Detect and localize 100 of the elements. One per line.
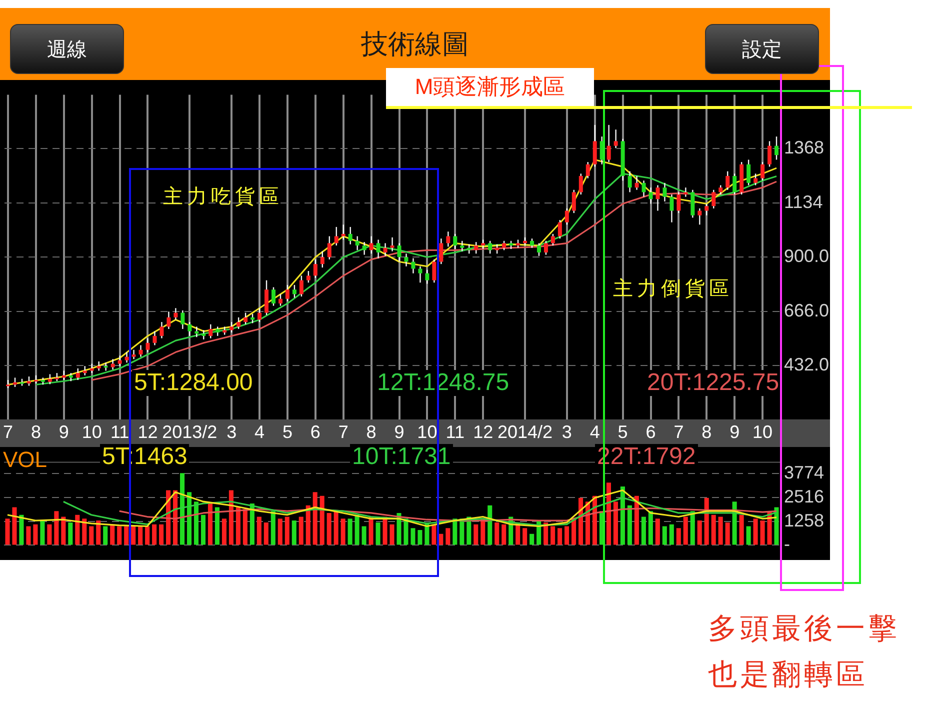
- bar: [410, 528, 416, 545]
- x-tick-label: 2014/2: [497, 422, 553, 442]
- candlestick: [376, 239, 380, 259]
- bar: [47, 524, 52, 545]
- candlestick: [726, 170, 730, 190]
- bar: [362, 526, 366, 545]
- x-tick-label: 10: [752, 422, 773, 442]
- bar: [522, 528, 528, 545]
- candlestick: [348, 226, 352, 245]
- bar: [446, 528, 450, 545]
- candlestick: [704, 203, 709, 216]
- bar: [278, 518, 282, 545]
- candlestick: [642, 180, 646, 198]
- bar: [131, 526, 136, 545]
- candlestick: [362, 241, 366, 256]
- candlestick: [188, 321, 192, 337]
- candlestick: [760, 161, 765, 182]
- bar: [620, 486, 625, 545]
- bar: [75, 514, 80, 545]
- bar: [725, 522, 730, 545]
- bar: [641, 516, 646, 545]
- candlestick: [558, 219, 562, 240]
- bar: [61, 516, 66, 545]
- bar: [33, 524, 38, 545]
- candlestick: [698, 208, 702, 226]
- x-tick-label: 8: [702, 422, 712, 442]
- candlestick: [76, 368, 80, 381]
- x-tick-label: 7: [338, 422, 348, 442]
- candlestick: [104, 362, 108, 372]
- candlestick: [138, 344, 143, 358]
- candlestick: [592, 124, 597, 168]
- candlestick: [208, 324, 213, 339]
- x-tick-label: 6: [646, 422, 656, 442]
- candlestick: [460, 240, 464, 252]
- bar: [334, 511, 338, 545]
- bar: [250, 504, 254, 545]
- bar: [627, 505, 632, 545]
- bar: [550, 526, 556, 545]
- bar: [502, 524, 506, 545]
- candlestick: [258, 308, 262, 323]
- bar: [124, 526, 129, 545]
- candlestick: [404, 253, 408, 267]
- bar: [662, 526, 667, 545]
- candlestick: [397, 242, 402, 262]
- bar: [264, 522, 268, 545]
- text: 20T:1225.75: [645, 369, 782, 396]
- x-tick-label: 10: [417, 422, 438, 442]
- bar: [340, 518, 346, 545]
- bar: [404, 518, 408, 545]
- bar: [544, 522, 548, 545]
- candlestick: [180, 310, 185, 330]
- candlestick: [152, 330, 157, 346]
- x-tick-label: 4: [254, 422, 265, 442]
- bar: [348, 518, 352, 545]
- bar: [208, 504, 213, 545]
- bar: [222, 518, 226, 545]
- bar: [152, 524, 157, 545]
- bar: [382, 516, 388, 545]
- candlestick: [634, 175, 639, 190]
- text: 多頭最後一擊也是翻轉區: [708, 610, 901, 693]
- candlestick: [390, 236, 394, 252]
- bar: [96, 520, 101, 545]
- candlestick: [676, 192, 681, 214]
- candlestick: [320, 250, 324, 268]
- x-tick-label: 2013/2: [162, 422, 218, 442]
- text: 週線: [10, 24, 124, 74]
- y-tick-label: 1368: [784, 138, 824, 158]
- candlestick: [48, 374, 52, 385]
- candlestick: [244, 312, 248, 325]
- candlestick: [26, 376, 31, 386]
- bar: [669, 524, 674, 545]
- candlestick: [369, 236, 374, 254]
- bar: [12, 507, 17, 545]
- bar: [145, 526, 150, 545]
- candlestick: [285, 284, 290, 302]
- x-tick-label: 9: [58, 422, 69, 442]
- candlestick: [202, 330, 206, 340]
- candlestick: [712, 189, 716, 210]
- bar: [242, 509, 248, 545]
- candlestick: [614, 128, 618, 149]
- bar: [89, 526, 94, 545]
- candlestick: [216, 326, 220, 337]
- candlestick: [754, 173, 758, 186]
- x-tick-label: 9: [730, 422, 740, 442]
- candlestick: [82, 365, 87, 376]
- bar: [683, 516, 688, 545]
- bar: [718, 516, 723, 545]
- candlestick: [118, 355, 122, 367]
- candlestick: [411, 258, 416, 274]
- bar: [117, 526, 122, 545]
- candlestick: [656, 184, 660, 212]
- x-tick-label: 12: [138, 422, 158, 442]
- candlestick: [578, 173, 583, 196]
- bar: [270, 511, 276, 545]
- candlestick: [746, 159, 751, 186]
- bar: [494, 522, 500, 545]
- bar: [418, 530, 422, 545]
- bar: [697, 520, 702, 545]
- candlestick: [292, 284, 296, 298]
- candlestick: [718, 184, 723, 196]
